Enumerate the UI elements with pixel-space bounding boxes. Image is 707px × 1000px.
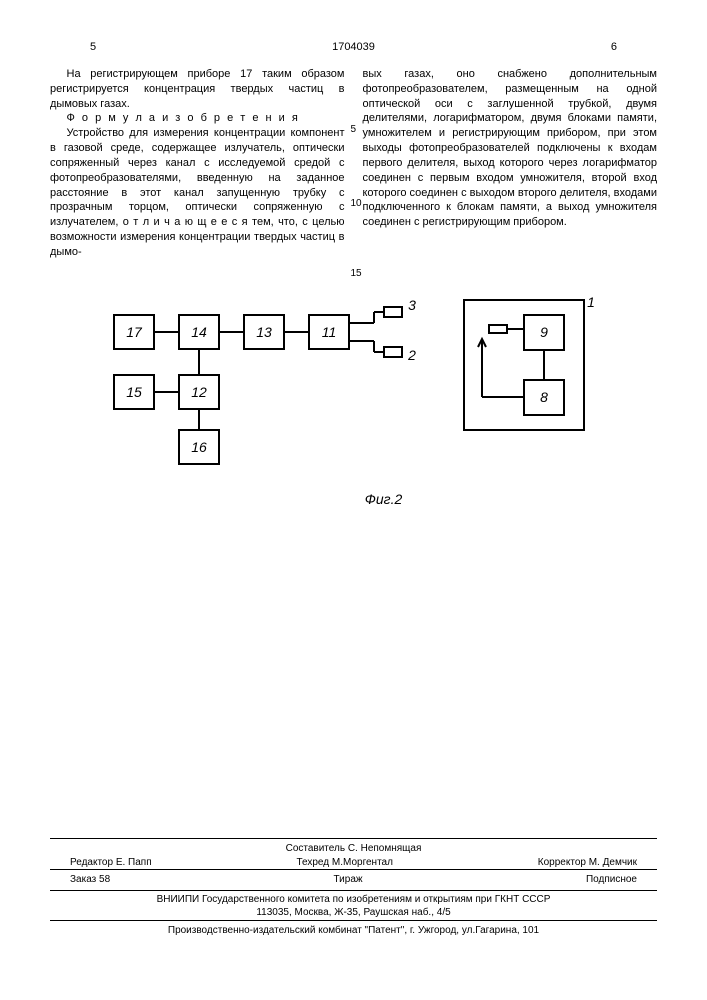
composer: Составитель С. Непомнящая — [50, 838, 657, 856]
page-left: 5 — [90, 40, 96, 55]
block-17: 17 — [126, 324, 143, 340]
right-p1: вых газах, оно снабжено дополнительным ф… — [363, 67, 658, 230]
right-column: 5 10 15 вых газах, оно снабжено дополнит… — [363, 67, 658, 260]
block-12: 12 — [191, 384, 207, 400]
tech: Техред М.Моргентал — [296, 856, 392, 870]
block-16: 16 — [191, 439, 207, 455]
subscription: Подписное — [586, 873, 637, 887]
footer: Составитель С. Непомнящая Редактор Е. Па… — [50, 838, 657, 940]
left-column: На регистрирующем приборе 17 таким образ… — [50, 67, 345, 260]
block-8: 8 — [540, 389, 548, 405]
editor: Редактор Е. Папп — [70, 856, 152, 870]
block-15: 15 — [126, 384, 142, 400]
page-header: 5 1704039 6 — [50, 40, 657, 55]
address: 113035, Москва, Ж-35, Раушская наб., 4/5 — [50, 906, 657, 920]
patent-number: 1704039 — [332, 40, 375, 55]
text-columns: На регистрирующем приборе 17 таким образ… — [50, 67, 657, 260]
block-14: 14 — [191, 324, 207, 340]
block-diagram: 17 14 13 11 15 12 16 3 2 9 8 1 Фиг.2 — [50, 285, 657, 509]
block-11: 11 — [321, 324, 336, 340]
block-13: 13 — [256, 324, 272, 340]
page-right: 6 — [611, 40, 617, 55]
left-p1: На регистрирующем приборе 17 таким образ… — [50, 67, 345, 112]
block-1: 1 — [587, 294, 595, 310]
formula-label: Ф о р м у л а и з о б р е т е н и я — [50, 111, 345, 126]
line-num: 15 — [351, 267, 362, 281]
tirazh: Тираж — [334, 873, 363, 887]
org: ВНИИПИ Государственного комитета по изоб… — [50, 893, 657, 907]
block-3: 3 — [408, 297, 416, 313]
order: Заказ 58 — [70, 873, 110, 887]
figure-label: Фиг.2 — [110, 490, 657, 509]
block-2: 2 — [407, 347, 416, 363]
line-num: 5 — [351, 123, 357, 137]
printer: Производственно-издательский комбинат "П… — [50, 920, 657, 941]
corrector: Корректор М. Демчик — [538, 856, 637, 870]
block-9: 9 — [540, 324, 548, 340]
left-p2: Устройство для измерения концентрации ко… — [50, 126, 345, 260]
line-num: 10 — [351, 197, 362, 211]
